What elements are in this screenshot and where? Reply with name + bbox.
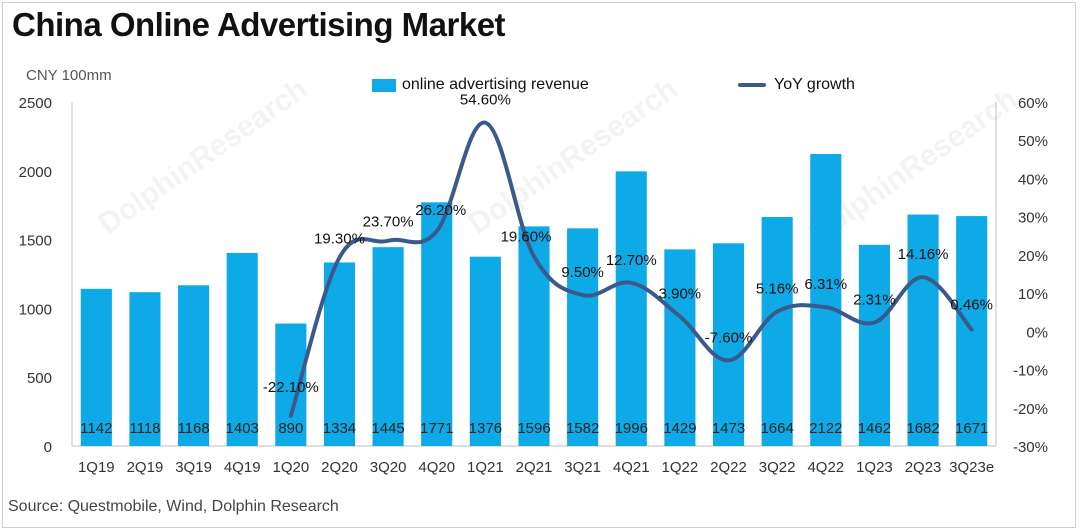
y-right-tick-label: -10% (1013, 363, 1048, 380)
x-tick-label: 1Q22 (662, 459, 699, 476)
bar-value-label: 1596 (517, 420, 550, 437)
bar-3Q21 (567, 228, 599, 446)
y-left-tick-label: 500 (27, 370, 52, 387)
bar-value-label: 1582 (566, 420, 599, 437)
yoy-value-label: 54.60% (460, 92, 511, 109)
legend-item-revenue: online advertising revenue (372, 76, 589, 94)
chart-title: China Online Advertising Market (12, 6, 506, 43)
legend-bar-swatch (372, 78, 396, 92)
y-right-tick-label: 30% (1018, 210, 1048, 227)
y-right-tick-label: 60% (1018, 95, 1048, 112)
x-tick-label: 3Q23e (949, 459, 994, 476)
y-right-tick-label: -30% (1013, 439, 1048, 456)
yoy-value-label: 9.50% (561, 264, 604, 281)
bar-4Q19 (226, 252, 258, 446)
yoy-value-label: 3.90% (659, 285, 702, 302)
bar-value-label: 1118 (129, 420, 160, 437)
bar-2Q22 (712, 243, 745, 446)
bar-2Q20 (323, 262, 356, 446)
yoy-value-label: 0.46% (950, 297, 993, 314)
yoy-value-label: 5.16% (756, 281, 799, 298)
x-tick-label: 1Q20 (272, 459, 309, 476)
x-tick-label: 4Q22 (807, 459, 844, 476)
bar-2Q19 (129, 292, 161, 446)
x-tick-label: 2Q20 (321, 459, 358, 476)
y-left-tick-label: 0 (44, 439, 52, 456)
yoy-value-label: 23.70% (363, 214, 414, 231)
legend-line-swatch (738, 83, 766, 87)
legend-label-yoy: YoY growth (774, 76, 855, 93)
y-right-tick-label: -20% (1013, 401, 1048, 418)
bar-value-label: 890 (278, 420, 303, 437)
x-tick-label: 2Q22 (710, 459, 747, 476)
yoy-value-label: 19.30% (314, 231, 365, 248)
bar-value-label: 1771 (420, 420, 453, 437)
bar-1Q22 (664, 249, 696, 446)
x-tick-label: 1Q23 (856, 459, 893, 476)
yoy-growth-line (288, 120, 974, 418)
x-tick-label: 4Q21 (613, 459, 650, 476)
x-tick-label: 2Q23 (905, 459, 942, 476)
bar-4Q22 (810, 154, 842, 446)
legend-label-revenue: online advertising revenue (402, 76, 589, 93)
bar-value-label: 1664 (760, 420, 793, 437)
bar-value-label: 1445 (371, 420, 404, 437)
yoy-value-label: 14.16% (898, 246, 949, 263)
bar-value-label: 1142 (80, 420, 112, 437)
bar-value-label: 1403 (226, 420, 259, 437)
yoy-value-label: 19.60% (501, 228, 552, 245)
x-tick-label: 2Q21 (516, 459, 553, 476)
bar-4Q21 (615, 171, 647, 446)
y-left-tick-label: 1000 (19, 301, 52, 318)
y-left-tick-label: 2500 (19, 95, 52, 112)
bar-1Q23 (858, 244, 890, 446)
bar-3Q19 (178, 285, 210, 446)
bar-value-label: 1376 (469, 420, 502, 437)
bar-value-label: 1682 (906, 420, 939, 437)
source-note: Source: Questmobile, Wind, Dolphin Resea… (8, 498, 339, 515)
bar-1Q21 (469, 256, 501, 446)
bar-value-label: 1429 (663, 420, 696, 437)
yoy-value-label: 12.70% (606, 252, 657, 269)
x-tick-label: 2Q19 (127, 459, 164, 476)
bar-value-label: 1671 (955, 420, 988, 437)
yoy-value-label: 2.31% (853, 292, 896, 309)
yoy-value-label: -22.10% (263, 379, 319, 396)
yoy-value-label: -7.60% (705, 329, 753, 346)
x-tick-label: 3Q21 (564, 459, 601, 476)
bar-3Q20 (372, 247, 404, 446)
bar-value-label: 1334 (323, 420, 356, 437)
y-right-tick-label: 0% (1026, 324, 1048, 341)
bar-value-label: 1462 (858, 420, 891, 437)
y-right-tick-label: 40% (1018, 171, 1048, 188)
bar-2Q23 (907, 214, 939, 446)
y-right-tick-label: 20% (1018, 248, 1048, 265)
bar-2Q21 (518, 226, 550, 446)
unit-label: CNY 100mm (26, 67, 112, 84)
x-tick-label: 1Q21 (467, 459, 504, 476)
x-tick-label: 3Q19 (175, 459, 212, 476)
legend-item-yoy: YoY growth (738, 76, 855, 94)
x-tick-label: 4Q20 (418, 459, 455, 476)
bar-value-label: 1168 (177, 420, 209, 437)
y-right-tick-label: 50% (1018, 133, 1048, 150)
yoy-value-label: 6.31% (805, 276, 848, 293)
x-tick-label: 3Q20 (370, 459, 407, 476)
x-tick-label: 4Q19 (224, 459, 261, 476)
y-right-tick-label: 10% (1018, 286, 1048, 303)
bar-value-label: 1473 (712, 420, 745, 437)
yoy-value-label: 26.20% (415, 202, 466, 219)
bar-3Q22 (761, 217, 793, 446)
x-tick-label: 1Q19 (78, 459, 115, 476)
bar-4Q20 (421, 202, 453, 446)
x-tick-label: 3Q22 (759, 459, 796, 476)
bar-1Q19 (80, 288, 112, 446)
y-left-tick-label: 2000 (19, 164, 52, 181)
y-left-tick-label: 1500 (19, 233, 52, 250)
bar-value-label: 1996 (615, 420, 648, 437)
bar-value-label: 2122 (809, 420, 842, 437)
